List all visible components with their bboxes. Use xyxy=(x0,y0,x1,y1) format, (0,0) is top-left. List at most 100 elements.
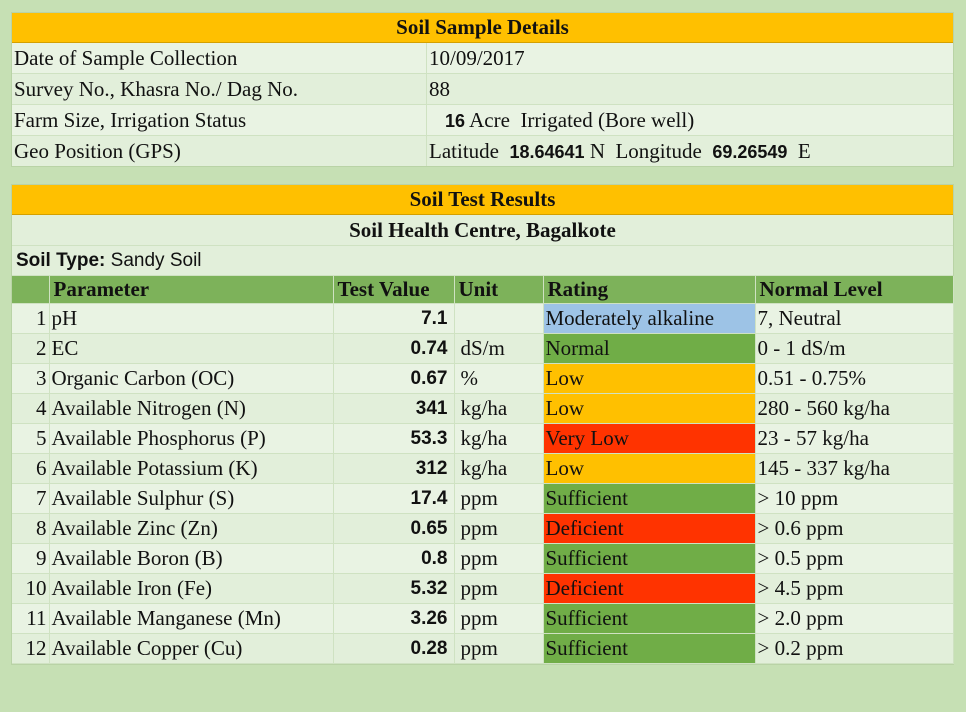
normal-level-cell: 0 - 1 dS/m xyxy=(755,333,954,364)
survey-value: 88 xyxy=(429,77,450,101)
parameter-cell: Available Potassium (K) xyxy=(49,453,334,484)
parameter-cell: Available Phosphorus (P) xyxy=(49,423,334,454)
normal-level-cell: > 4.5 ppm xyxy=(755,573,954,604)
unit-cell: ppm xyxy=(454,603,544,634)
test-value-cell: 0.74 xyxy=(333,333,455,364)
rating-cell: Sufficient xyxy=(543,543,756,574)
longitude-label: Longitude xyxy=(615,139,702,163)
longitude-value: 69.26549 xyxy=(712,142,788,162)
normal-level-cell: 280 - 560 kg/ha xyxy=(755,393,954,424)
normal-level-cell: > 0.6 ppm xyxy=(755,513,954,544)
unit-cell: kg/ha xyxy=(454,393,544,424)
rating-cell: Moderately alkaline xyxy=(543,303,756,334)
gps-label: Geo Position (GPS) xyxy=(12,136,427,166)
parameter-cell: Available Nitrogen (N) xyxy=(49,393,334,424)
normal-level-cell: 23 - 57 kg/ha xyxy=(755,423,954,454)
results-header-row: Parameter Test Value Unit Rating Normal … xyxy=(12,276,954,304)
row-number: 6 xyxy=(12,453,50,484)
date-value: 10/09/2017 xyxy=(429,46,525,70)
farm-label: Farm Size, Irrigation Status xyxy=(12,105,427,135)
table-row: 12 Available Copper (Cu) 0.28 ppm Sufficient… xyxy=(12,633,954,664)
test-value-cell: 7.1 xyxy=(333,303,455,334)
farm-value: 16 Acre Irrigated (Bore well) xyxy=(427,105,694,135)
soil-type-label: Soil Type: xyxy=(16,250,106,271)
row-number: 3 xyxy=(12,363,50,394)
rating-cell: Very Low xyxy=(543,423,756,454)
farm-unit: Acre xyxy=(469,108,510,132)
normal-level-cell: > 2.0 ppm xyxy=(755,603,954,634)
farm-size: 16 xyxy=(445,111,466,131)
test-value-cell: 312 xyxy=(333,453,455,484)
header-unit: Unit xyxy=(454,276,544,304)
unit-cell: ppm xyxy=(454,573,544,604)
unit-cell: kg/ha xyxy=(454,423,544,454)
parameter-cell: Available Boron (B) xyxy=(49,543,334,574)
parameter-cell: pH xyxy=(49,303,334,334)
test-results-card: Soil Test Results Soil Health Centre, Ba… xyxy=(11,184,954,665)
parameter-cell: Available Manganese (Mn) xyxy=(49,603,334,634)
unit-cell: ppm xyxy=(454,543,544,574)
rating-cell: Normal xyxy=(543,333,756,364)
header-parameter: Parameter xyxy=(49,276,334,304)
table-row: 5 Available Phosphorus (P) 53.3 kg/ha Very L… xyxy=(12,423,954,454)
sample-details-rows: Date of Sample Collection 10/09/2017 Sur… xyxy=(12,43,953,166)
row-number: 1 xyxy=(12,303,50,334)
row-number: 8 xyxy=(12,513,50,544)
rating-cell: Low xyxy=(543,453,756,484)
rating-cell: Sufficient xyxy=(543,483,756,514)
unit-cell: % xyxy=(454,363,544,394)
test-value-cell: 17.4 xyxy=(333,483,455,514)
rating-cell: Low xyxy=(543,363,756,394)
test-value-cell: 3.26 xyxy=(333,603,455,634)
row-number: 12 xyxy=(12,633,50,664)
detail-row-survey: Survey No., Khasra No./ Dag No. 88 xyxy=(12,74,953,105)
table-row: 6 Available Potassium (K) 312 kg/ha Low 145 -… xyxy=(12,453,954,484)
normal-level-cell: > 0.2 ppm xyxy=(755,633,954,664)
parameter-cell: Organic Carbon (OC) xyxy=(49,363,334,394)
unit-cell: ppm xyxy=(454,483,544,514)
sample-details-title: Soil Sample Details xyxy=(12,13,953,43)
row-number: 5 xyxy=(12,423,50,454)
header-number xyxy=(12,276,50,304)
results-table: Parameter Test Value Unit Rating Normal … xyxy=(12,276,954,664)
normal-level-cell: > 0.5 ppm xyxy=(755,543,954,574)
test-value-cell: 0.28 xyxy=(333,633,455,664)
normal-level-cell: 7, Neutral xyxy=(755,303,954,334)
normal-level-cell: 145 - 337 kg/ha xyxy=(755,453,954,484)
parameter-cell: Available Iron (Fe) xyxy=(49,573,334,604)
unit-cell xyxy=(454,303,544,334)
table-row: 2 EC 0.74 dS/m Normal 0 - 1 dS/m xyxy=(12,333,954,364)
normal-level-cell: > 10 ppm xyxy=(755,483,954,514)
row-number: 11 xyxy=(12,603,50,634)
row-number: 9 xyxy=(12,543,50,574)
table-row: 3 Organic Carbon (OC) 0.67% Low 0.51 - 0.75% xyxy=(12,363,954,394)
test-value-cell: 0.8 xyxy=(333,543,455,574)
soil-type: Soil Type: Sandy Soil xyxy=(12,246,953,276)
rating-cell: Deficient xyxy=(543,513,756,544)
table-row: 8 Available Zinc (Zn) 0.65 ppm Deficient > 0.… xyxy=(12,513,954,544)
unit-cell: dS/m xyxy=(454,333,544,364)
results-body: 1 pH 7.1 Moderately alkaline 7, Neutral 2 EC 0.… xyxy=(12,303,954,664)
detail-row-farm: Farm Size, Irrigation Status 16 Acre Irr… xyxy=(12,105,953,136)
rating-cell: Deficient xyxy=(543,573,756,604)
row-number: 4 xyxy=(12,393,50,424)
parameter-cell: EC xyxy=(49,333,334,364)
header-normal-level: Normal Level xyxy=(755,276,954,304)
detail-row-date: Date of Sample Collection 10/09/2017 xyxy=(12,43,953,74)
date-label: Date of Sample Collection xyxy=(12,43,427,73)
latitude-direction: N xyxy=(589,139,605,163)
row-number: 10 xyxy=(12,573,50,604)
table-row: 7 Available Sulphur (S) 17.4 ppm Sufficient >… xyxy=(12,483,954,514)
unit-cell: kg/ha xyxy=(454,453,544,484)
row-number: 2 xyxy=(12,333,50,364)
gps-value: Latitude 18.64641 N Longitude 69.26549 E xyxy=(427,136,811,166)
parameter-cell: Available Copper (Cu) xyxy=(49,633,334,664)
rating-cell: Sufficient xyxy=(543,633,756,664)
test-value-cell: 53.3 xyxy=(333,423,455,454)
normal-level-cell: 0.51 - 0.75% xyxy=(755,363,954,394)
latitude-label: Latitude xyxy=(429,139,499,163)
test-results-title: Soil Test Results xyxy=(12,185,953,215)
header-test-value: Test Value xyxy=(333,276,455,304)
table-row: 1 pH 7.1 Moderately alkaline 7, Neutral xyxy=(12,303,954,334)
row-number: 7 xyxy=(12,483,50,514)
